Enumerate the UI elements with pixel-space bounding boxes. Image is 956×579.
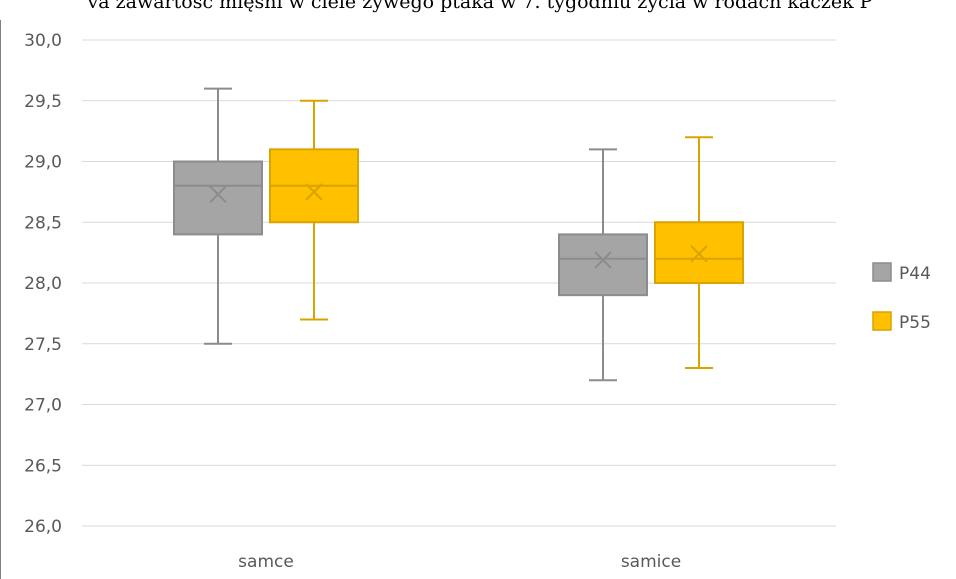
box-p55-0 (269, 99, 359, 321)
box-series (173, 87, 744, 382)
box-iqr (173, 160, 263, 236)
legend-swatch (872, 311, 892, 331)
box-p44-1 (558, 148, 648, 382)
y-axis-ticks: 26,0 26,5 27,0 27,5 28,0 28,5 29,0 29,5 30,0 (24, 31, 62, 537)
legend-label: P55 (899, 313, 931, 333)
legend-swatch (872, 262, 892, 282)
y-tick-label: 29,0 (24, 153, 62, 173)
legend: P44 P55 (872, 262, 931, 333)
box-p44-0 (173, 87, 263, 345)
mean-marker-b (209, 185, 227, 204)
y-tick-label: 26,0 (24, 517, 62, 537)
y-tick-label: 27,5 (24, 335, 62, 355)
y-tick-label: 28,0 (24, 274, 62, 294)
mean-marker-b (594, 251, 612, 269)
y-tick-label: 30,0 (24, 31, 62, 51)
figure-left-border (0, 20, 1, 579)
x-category-label: samice (621, 552, 681, 572)
mean-marker-b (305, 183, 323, 201)
x-category-label: samce (238, 552, 294, 572)
mean-marker-b (690, 245, 708, 263)
y-tick-label: 27,0 (24, 396, 62, 416)
x-axis-categories: samce samice (238, 552, 681, 572)
y-tick-label: 26,5 (24, 456, 62, 476)
y-tick-label: 29,5 (24, 92, 62, 112)
box-p55-1 (654, 136, 744, 370)
y-tick-label: 28,5 (24, 213, 62, 233)
box-iqr (558, 233, 648, 297)
legend-label: P44 (899, 264, 931, 284)
chart-title: va zawartość mięśni w ciele żywego ptaka… (87, 0, 873, 13)
